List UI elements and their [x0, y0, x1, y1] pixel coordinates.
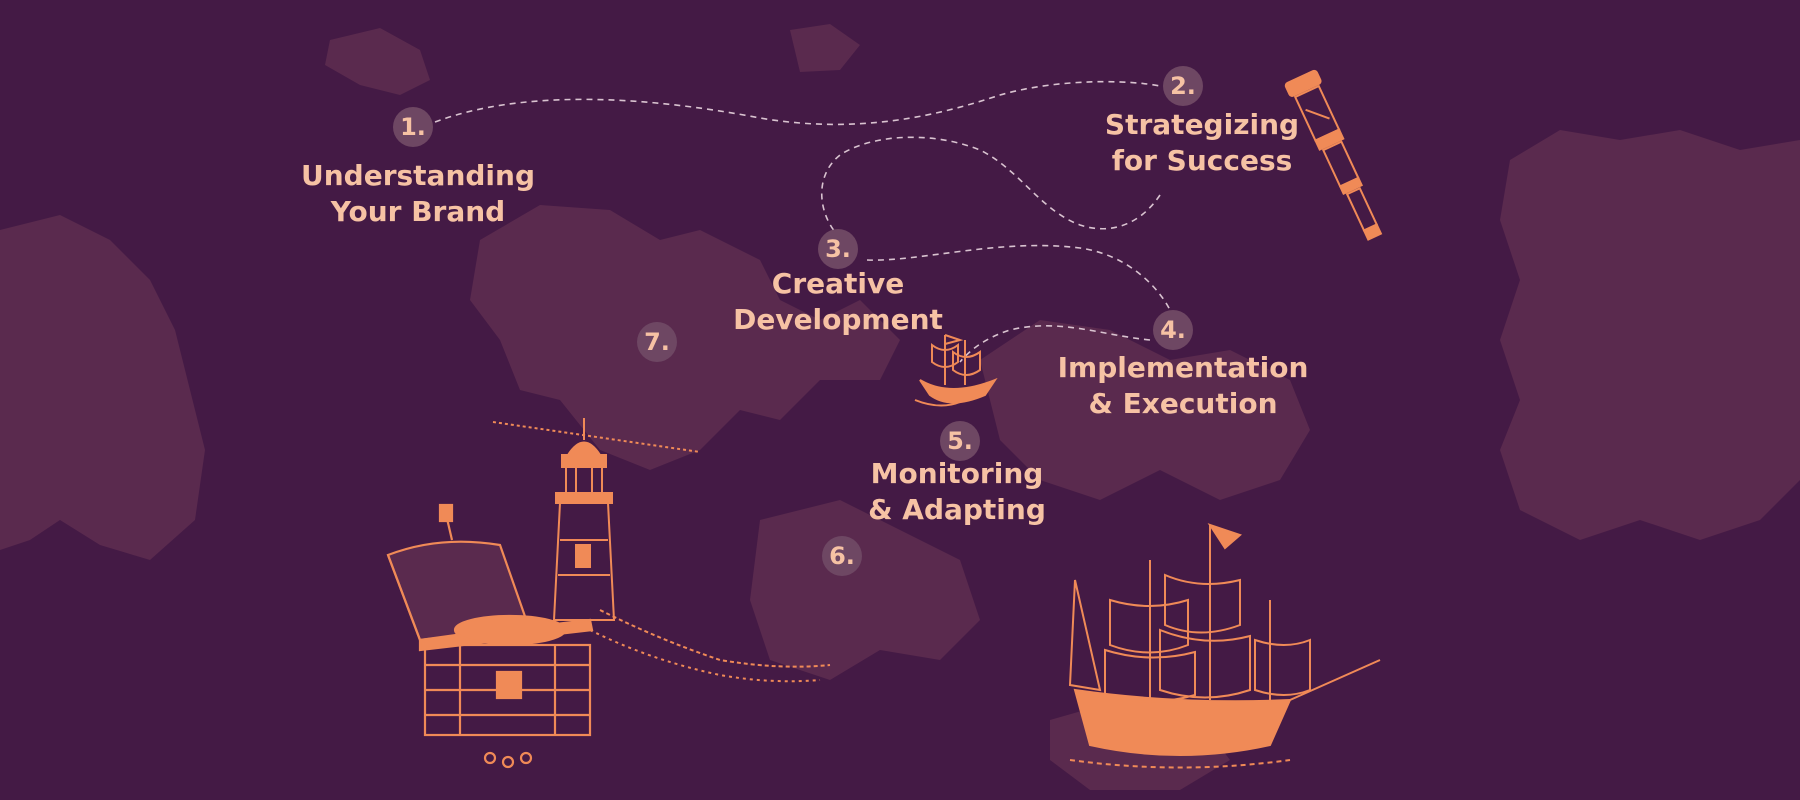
journey-path: [434, 80, 1171, 363]
step-1-label: Understanding Your Brand: [301, 158, 535, 230]
step-4-line-1: Implementation: [1057, 351, 1309, 384]
treasure-chest-icon: [386, 503, 594, 769]
step-1-badge: 1.: [393, 107, 433, 147]
step-5-line-2: & Adapting: [868, 493, 1046, 526]
spyglass-icon: [1284, 69, 1383, 241]
step-4-line-2: & Execution: [1088, 387, 1278, 420]
step-3-line-2: Development: [733, 303, 943, 336]
step-3-badge: 3.: [818, 229, 858, 269]
step-2-line-1: Strategizing: [1104, 108, 1300, 141]
step-5-badge: 5.: [940, 421, 980, 461]
map-landmass: [0, 24, 1800, 790]
step-6-badge: 6.: [822, 536, 862, 576]
step-2-line-2: for Success: [1111, 144, 1293, 177]
lighthouse-icon: [492, 418, 831, 683]
step-2-label: Strategizing for Success: [1105, 107, 1299, 179]
galleon-icon: [1068, 523, 1381, 769]
step-7-badge: 7.: [637, 322, 677, 362]
step-3-line-1: Creative: [771, 267, 905, 300]
step-4-label: Implementation & Execution: [1058, 350, 1309, 422]
step-1-line-2: Your Brand: [330, 195, 506, 228]
step-5-line-1: Monitoring: [870, 457, 1044, 490]
step-2-badge: 2.: [1163, 66, 1203, 106]
step-5-label: Monitoring & Adapting: [868, 456, 1046, 528]
step-4-badge: 4.: [1153, 310, 1193, 350]
small-ship-icon: [914, 334, 998, 407]
step-1-line-1: Understanding: [300, 159, 536, 192]
step-3-label: Creative Development: [733, 266, 943, 338]
